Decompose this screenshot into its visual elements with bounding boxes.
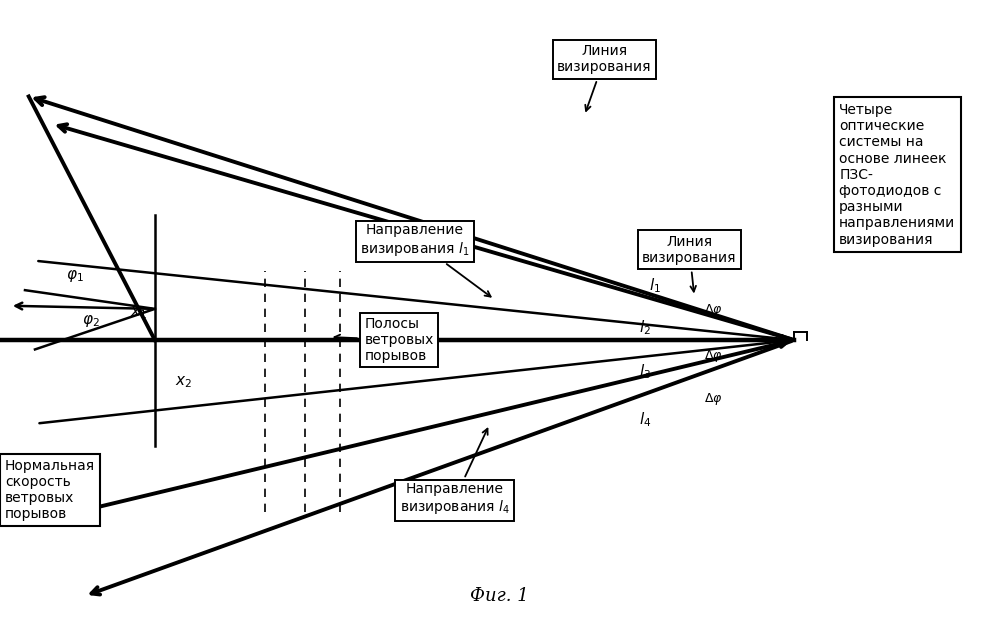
Text: $\varphi_1$: $\varphi_1$ bbox=[66, 268, 84, 284]
Text: $l_1$: $l_1$ bbox=[649, 276, 661, 295]
Text: $\Delta\varphi$: $\Delta\varphi$ bbox=[704, 301, 723, 318]
Text: $\Delta\varphi$: $\Delta\varphi$ bbox=[704, 391, 723, 407]
Text: Направление
визирования $l_4$: Направление визирования $l_4$ bbox=[400, 429, 509, 517]
Text: $l_3$: $l_3$ bbox=[639, 363, 651, 381]
Text: Полосы
ветровых
порывов: Полосы ветровых порывов bbox=[335, 317, 434, 363]
Text: $\Delta\varphi$: $\Delta\varphi$ bbox=[704, 348, 723, 364]
Text: Четыре
оптические
системы на
основе линеек
ПЗС-
фотодиодов с
разными
направления: Четыре оптические системы на основе лине… bbox=[839, 103, 955, 246]
Text: $l_2$: $l_2$ bbox=[639, 318, 651, 337]
Text: $\varphi_2$: $\varphi_2$ bbox=[82, 313, 100, 329]
Text: Направление
визирования $l_1$: Направление визирования $l_1$ bbox=[360, 223, 491, 296]
Text: Фиг. 1: Фиг. 1 bbox=[471, 587, 528, 605]
Text: Линия
визирования: Линия визирования bbox=[557, 44, 651, 111]
Text: $x_1$: $x_1$ bbox=[130, 305, 147, 321]
Text: Нормальная
скорость
ветровых
порывов: Нормальная скорость ветровых порывов bbox=[5, 459, 95, 521]
Text: $x_2$: $x_2$ bbox=[175, 374, 192, 391]
Text: $l_4$: $l_4$ bbox=[639, 411, 651, 429]
Text: Линия
визирования: Линия визирования bbox=[642, 235, 736, 291]
